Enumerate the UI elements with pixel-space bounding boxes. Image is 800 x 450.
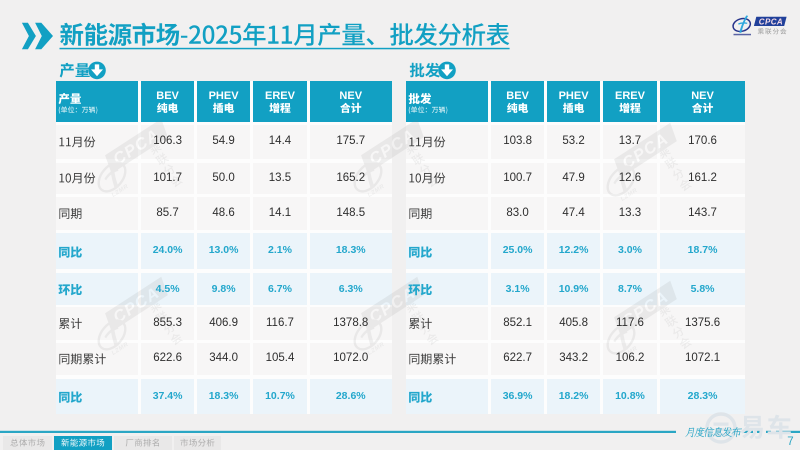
svg-text:CPCA: CPCA	[759, 17, 783, 26]
